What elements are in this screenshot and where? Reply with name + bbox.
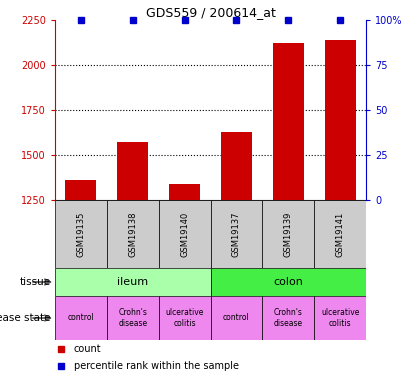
Text: GSM19139: GSM19139 bbox=[284, 211, 293, 256]
Text: GSM19138: GSM19138 bbox=[128, 211, 137, 257]
Text: GSM19135: GSM19135 bbox=[76, 211, 85, 256]
Bar bbox=[107, 200, 159, 268]
Text: ileum: ileum bbox=[117, 277, 148, 287]
Title: GDS559 / 200614_at: GDS559 / 200614_at bbox=[145, 6, 275, 19]
Text: disease state: disease state bbox=[0, 313, 51, 323]
Bar bbox=[314, 296, 366, 340]
Bar bbox=[325, 40, 356, 375]
Text: percentile rank within the sample: percentile rank within the sample bbox=[74, 361, 239, 371]
Bar bbox=[210, 296, 262, 340]
Text: colon: colon bbox=[273, 277, 303, 287]
Bar bbox=[55, 200, 107, 268]
Text: ulcerative
colitis: ulcerative colitis bbox=[321, 308, 359, 328]
Text: control: control bbox=[223, 314, 250, 322]
Bar bbox=[314, 200, 366, 268]
Bar bbox=[107, 296, 159, 340]
Text: Crohn's
disease: Crohn's disease bbox=[118, 308, 147, 328]
Bar bbox=[273, 44, 304, 375]
Text: control: control bbox=[67, 314, 94, 322]
Bar bbox=[210, 200, 262, 268]
Bar bbox=[159, 200, 210, 268]
Bar bbox=[159, 296, 210, 340]
Text: count: count bbox=[74, 344, 101, 354]
Bar bbox=[65, 180, 97, 375]
Bar bbox=[55, 268, 210, 296]
Bar bbox=[169, 184, 200, 375]
Bar bbox=[262, 200, 314, 268]
Bar bbox=[55, 296, 107, 340]
Bar bbox=[210, 268, 366, 296]
Bar bbox=[221, 132, 252, 375]
Text: tissue: tissue bbox=[20, 277, 51, 287]
Text: GSM19141: GSM19141 bbox=[336, 211, 344, 256]
Text: Crohn's
disease: Crohn's disease bbox=[274, 308, 303, 328]
Text: ulcerative
colitis: ulcerative colitis bbox=[165, 308, 204, 328]
Bar bbox=[262, 296, 314, 340]
Text: GSM19137: GSM19137 bbox=[232, 211, 241, 257]
Bar bbox=[117, 142, 148, 375]
Text: GSM19140: GSM19140 bbox=[180, 211, 189, 256]
